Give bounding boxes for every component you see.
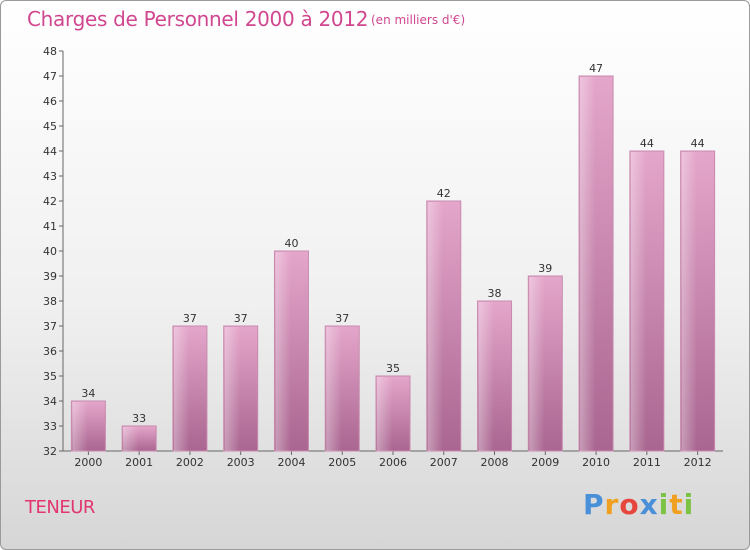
value-label: 35 — [386, 362, 400, 375]
value-label: 47 — [589, 62, 603, 75]
x-tick-label: 2012 — [684, 456, 712, 469]
bars — [70, 75, 716, 452]
x-tick-label: 2008 — [481, 456, 509, 469]
commune-label: TENEUR — [25, 497, 95, 518]
logo-letter: P — [583, 488, 605, 521]
y-tick-label: 34 — [43, 395, 57, 408]
y-tick-label: 35 — [43, 370, 57, 383]
x-tick-label: 2010 — [582, 456, 610, 469]
y-tick-label: 42 — [43, 195, 57, 208]
value-label: 33 — [132, 412, 146, 425]
y-tick-label: 46 — [43, 95, 57, 108]
y-tick-label: 39 — [43, 270, 57, 283]
y-tick-label: 36 — [43, 345, 57, 358]
logo-letter: r — [604, 488, 620, 521]
y-tick-label: 45 — [43, 120, 57, 133]
x-tick-label: 2002 — [176, 456, 204, 469]
value-label: 37 — [183, 312, 197, 325]
value-label: 38 — [488, 287, 502, 300]
bar-highlight — [630, 152, 647, 451]
logo-letter: o — [619, 488, 640, 521]
value-labels: 34 33 37 37 40 37 35 42 38 39 47 44 44 — [81, 62, 704, 425]
bar-highlight — [326, 327, 342, 451]
value-label: 37 — [335, 312, 349, 325]
x-tick-label: 2003 — [227, 456, 255, 469]
bar-highlight — [529, 277, 545, 451]
x-tick-label: 2001 — [125, 456, 153, 469]
y-tick-label: 48 — [43, 45, 57, 58]
bar-highlight — [123, 427, 139, 451]
y-tick-label: 33 — [43, 420, 57, 433]
logo-letter: i — [683, 488, 695, 521]
value-label: 44 — [640, 137, 654, 150]
y-tick-label: 47 — [43, 70, 57, 83]
proxiti-logo: Proxiti — [583, 488, 694, 521]
axes: 32 33 34 35 36 37 38 39 40 41 42 43 44 45 46 47 48 2000 20… — [43, 45, 723, 469]
value-label: 39 — [538, 262, 552, 275]
x-tick-label: 2011 — [633, 456, 661, 469]
value-label: 34 — [81, 387, 95, 400]
bar-highlight — [275, 252, 291, 451]
bar-highlight — [681, 152, 697, 451]
y-tick-label: 44 — [43, 145, 57, 158]
x-tick-label: 2007 — [430, 456, 458, 469]
bar-highlight — [224, 327, 240, 451]
chart-title: Charges de Personnel 2000 à 2012 — [27, 7, 369, 31]
x-tick-label: 2009 — [531, 456, 559, 469]
y-tick-label: 40 — [43, 245, 57, 258]
value-label: 40 — [284, 237, 298, 250]
chart-subtitle: (en milliers d'€) — [371, 13, 466, 27]
value-label: 37 — [234, 312, 248, 325]
x-tick-label: 2006 — [379, 456, 407, 469]
x-tick-label: 2004 — [277, 456, 305, 469]
x-tick-label: 2005 — [328, 456, 356, 469]
value-label: 42 — [437, 187, 451, 200]
logo-letter: t — [669, 488, 684, 521]
logo-letter: i — [658, 488, 670, 521]
x-tick-label: 2000 — [74, 456, 102, 469]
logo-letter: x — [639, 488, 659, 521]
y-tick-label: 41 — [43, 220, 57, 233]
value-label: 44 — [691, 137, 705, 150]
bar-highlight — [72, 402, 88, 451]
y-tick-label: 38 — [43, 295, 57, 308]
y-tick-label: 32 — [43, 445, 57, 458]
bar-highlight — [478, 302, 494, 451]
bar-highlight — [377, 377, 393, 451]
y-tick-label: 37 — [43, 320, 57, 333]
bar-highlight — [580, 77, 596, 451]
y-tick-label: 43 — [43, 170, 57, 183]
bar-highlight — [173, 327, 190, 451]
bar-highlight — [427, 202, 444, 451]
